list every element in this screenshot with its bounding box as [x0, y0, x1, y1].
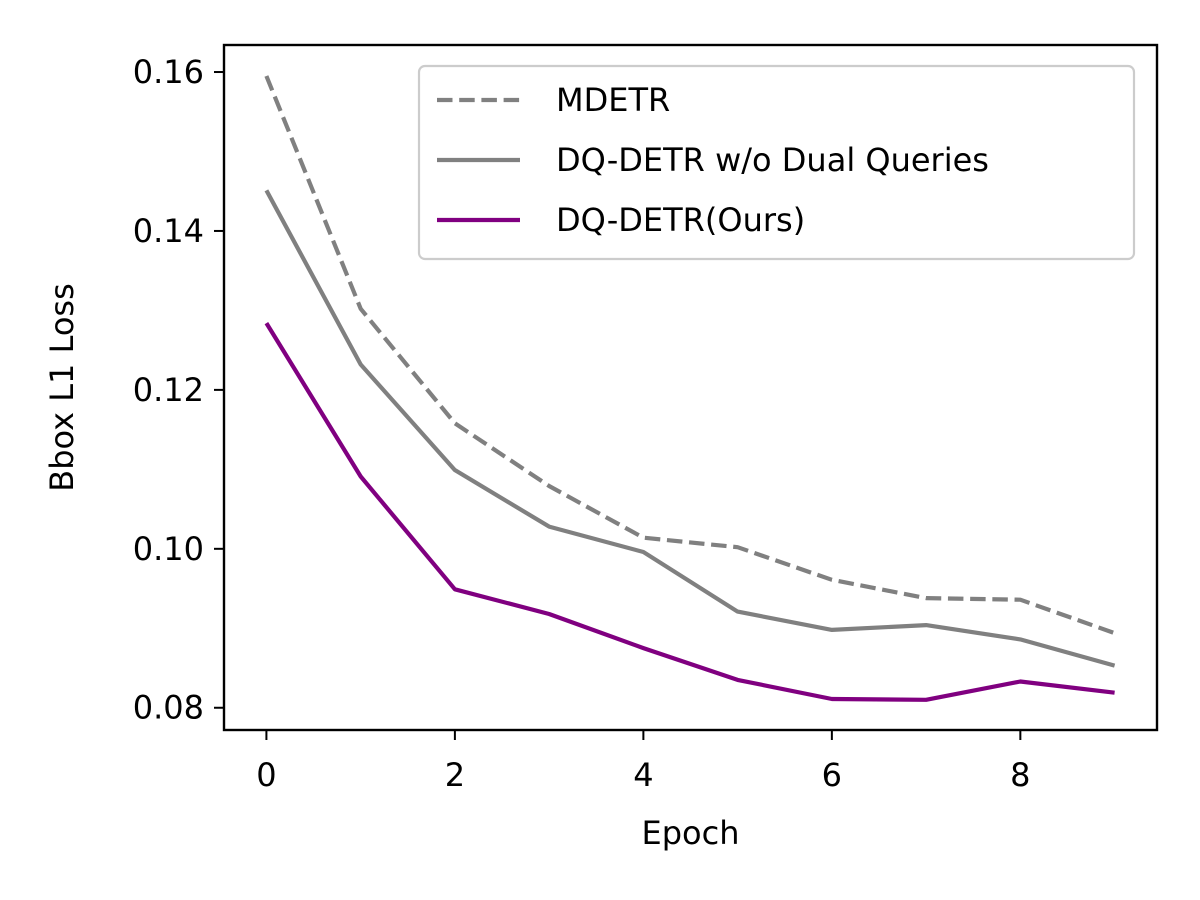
series-line-2	[264, 189, 1116, 668]
y-axis: 0.08 0.10 0.12 0.14 0.16	[133, 53, 224, 727]
y-tick-label: 0.08	[133, 689, 204, 727]
y-axis-title: Bbox L1 Loss	[43, 283, 81, 492]
x-axis: 0 2 4 6 8	[256, 730, 1031, 794]
series-line-3	[264, 322, 1115, 702]
plot-frame	[222, 43, 1159, 732]
y-tick-label: 0.10	[133, 530, 204, 568]
legend-label-3: DQ-DETR(Ours)	[556, 201, 805, 239]
x-tick-label: 6	[822, 756, 842, 794]
x-tick-label: 8	[1010, 756, 1030, 794]
y-tick-label: 0.12	[133, 371, 204, 409]
y-tick-label: 0.14	[133, 212, 204, 250]
x-axis-title: Epoch	[642, 814, 740, 852]
legend-label-1: MDETR	[556, 81, 670, 119]
legend: MDETR DQ-DETR w/o Dual Queries DQ-DETR(Our…	[417, 64, 1136, 261]
x-tick-label: 4	[633, 756, 653, 794]
x-tick-label: 0	[256, 756, 276, 794]
legend-box	[417, 64, 1136, 261]
series-layer	[264, 75, 1116, 702]
x-tick-label: 2	[445, 756, 465, 794]
legend-label-2: DQ-DETR w/o Dual Queries	[556, 141, 989, 179]
series-line-1	[264, 75, 1116, 636]
y-tick-label: 0.16	[133, 53, 204, 91]
